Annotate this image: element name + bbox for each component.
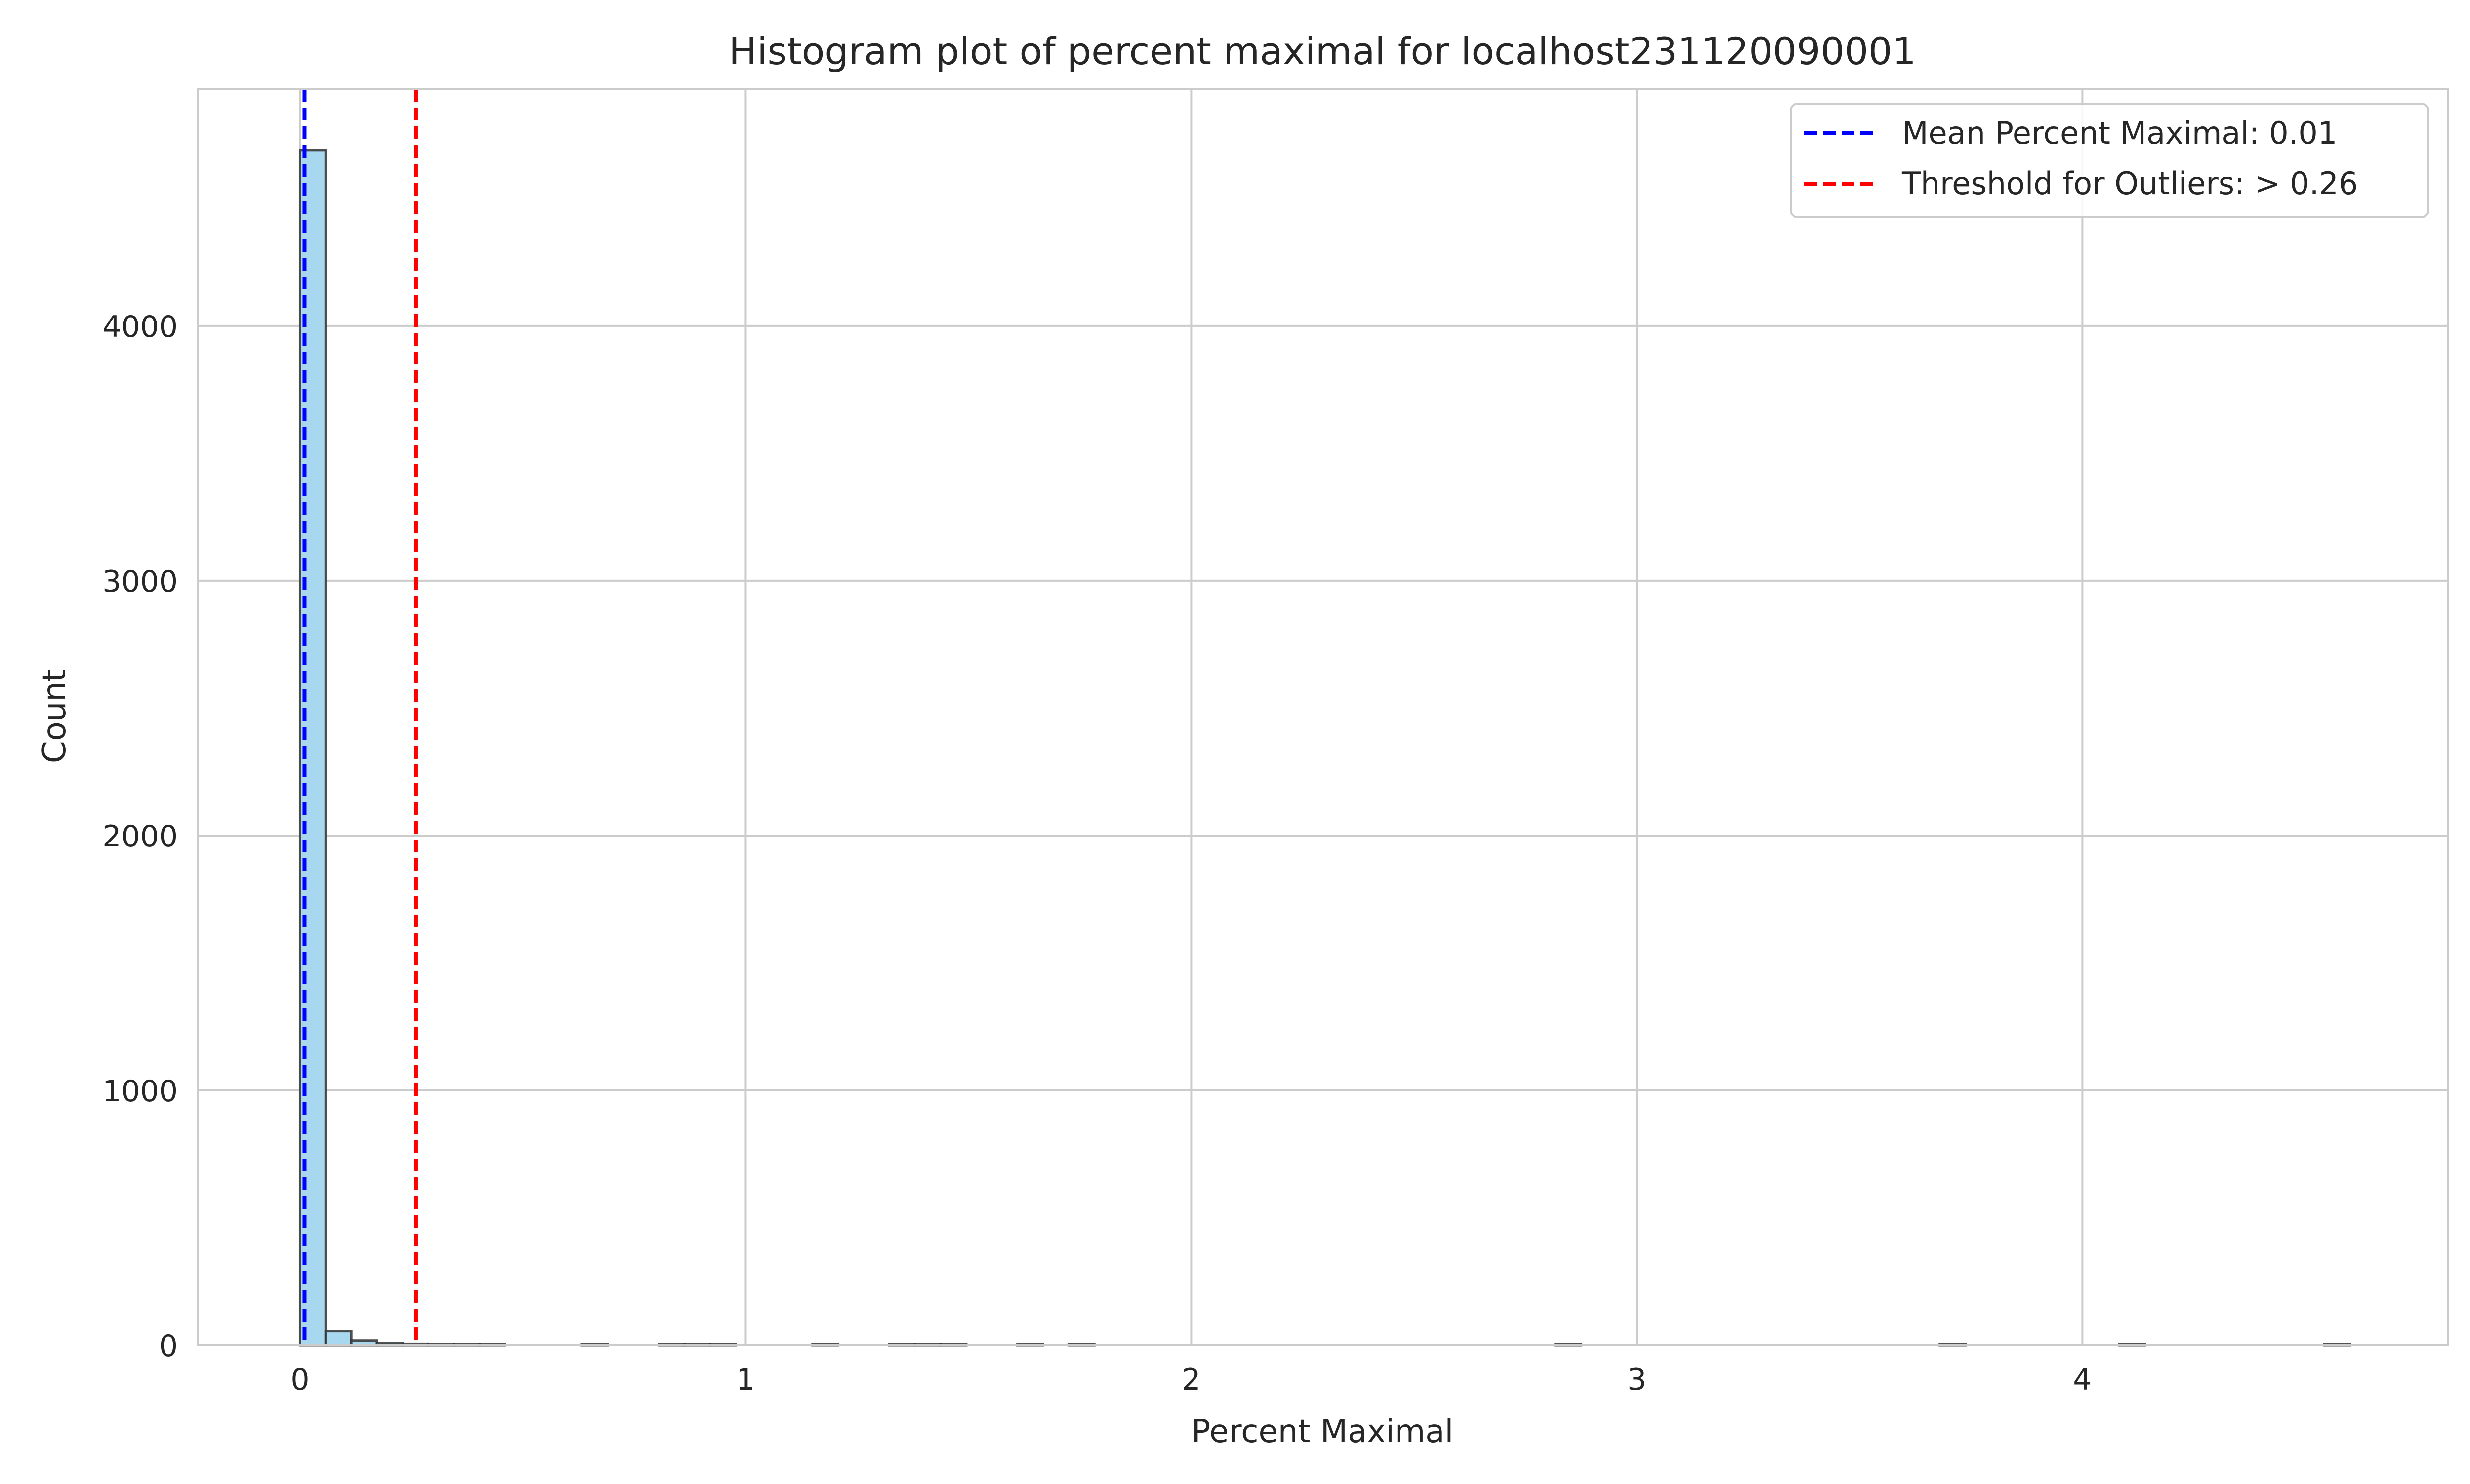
- legend-label-mean: Mean Percent Maximal: 0.01: [1902, 115, 2337, 151]
- x-tick-label: 2: [1182, 1363, 1200, 1397]
- plot-frame: [197, 88, 2449, 1346]
- x-tick-label: 0: [290, 1363, 309, 1397]
- y-tick-label: 3000: [102, 564, 178, 599]
- histogram-bar: [324, 1330, 353, 1347]
- legend-box: [1790, 103, 2429, 218]
- histogram-bar: [298, 149, 327, 1347]
- x-tick-labels: 0 1 2 3 4: [290, 1363, 2092, 1397]
- chart-title: Histogram plot of percent maximal for lo…: [729, 29, 1916, 73]
- y-tick-label: 1000: [102, 1074, 178, 1109]
- y-tick-label: 2000: [102, 819, 178, 854]
- y-tick-label: 4000: [102, 310, 178, 344]
- legend: Mean Percent Maximal: 0.01 Threshold for…: [1790, 103, 2429, 218]
- legend-label-threshold: Threshold for Outliers: > 0.26: [1901, 165, 2358, 201]
- x-axis-label: Percent Maximal: [1192, 1413, 1454, 1450]
- x-tick-label: 1: [736, 1363, 755, 1397]
- reference-lines: [302, 89, 418, 1345]
- y-tick-label: 0: [159, 1329, 178, 1364]
- y-tick-labels: 0 1000 2000 3000 4000: [102, 310, 178, 1364]
- y-axis-label: Count: [37, 669, 73, 763]
- x-tick-label: 3: [1627, 1363, 1646, 1397]
- x-tick-label: 4: [2073, 1363, 2092, 1397]
